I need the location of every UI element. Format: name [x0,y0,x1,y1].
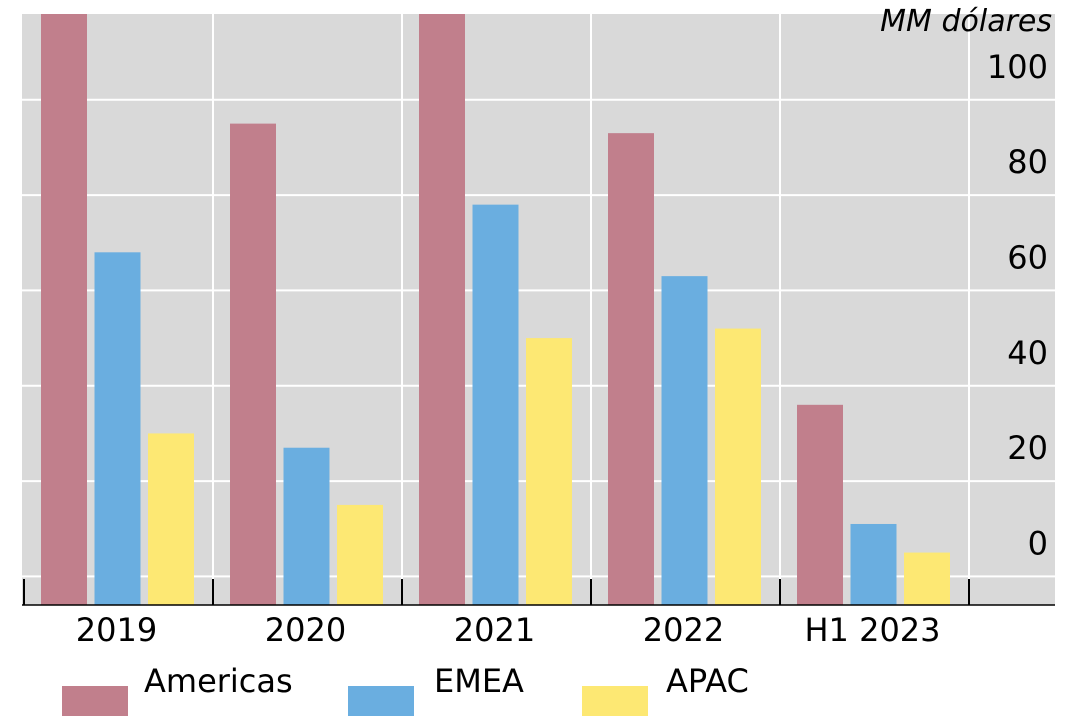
bar-apac-h1-2023 [904,552,950,605]
legend-label-apac: APAC [666,662,749,700]
legend-label-americas: Americas [144,662,293,700]
legend-swatch-emea [348,686,414,716]
bar-americas-2020 [230,123,276,605]
y-tick-label-60: 60 [1007,238,1048,276]
legend-swatch-americas [62,686,128,716]
bar-emea-2019 [94,252,141,605]
y-tick-label-80: 80 [1007,143,1048,181]
y-axis: 0 20 40 60 80 100 [987,48,1048,563]
bar-emea-2022 [661,276,708,605]
bar-apac-2021 [526,338,572,605]
bar-apac-2022 [715,328,761,605]
legend-item-apac: APAC [582,662,749,716]
bar-emea-2020 [283,447,330,605]
x-axis: 2019 2020 2021 2022 H1 2023 [22,579,1055,649]
y-tick-label-20: 20 [1007,429,1048,467]
x-tick-label-2019: 2019 [76,611,157,649]
bar-americas-2019 [41,14,87,605]
x-tick-label-2020: 2020 [265,611,346,649]
bar-apac-2020 [337,504,383,605]
y-tick-label-0: 0 [1028,524,1048,562]
bars [41,14,950,606]
bar-americas-2021 [419,14,465,605]
legend-swatch-apac [582,686,648,716]
legend-item-americas: Americas [62,662,293,716]
x-tick-label-2022: 2022 [643,611,724,649]
x-tick-label-h1-2023: H1 2023 [804,611,940,649]
bar-emea-h1-2023 [850,523,897,605]
y-tick-label-40: 40 [1007,334,1048,372]
bar-americas-h1-2023 [797,404,843,605]
y-tick-label-100: 100 [987,48,1048,86]
x-tick-label-2021: 2021 [454,611,535,649]
legend-item-emea: EMEA [348,662,524,716]
bar-apac-2019 [148,433,194,605]
bar-emea-2021 [472,204,519,606]
legend-label-emea: EMEA [434,662,524,700]
legend: Americas EMEA APAC [0,662,1071,716]
bar-americas-2022 [608,133,654,605]
unit-label: MM dólares [880,4,1052,39]
